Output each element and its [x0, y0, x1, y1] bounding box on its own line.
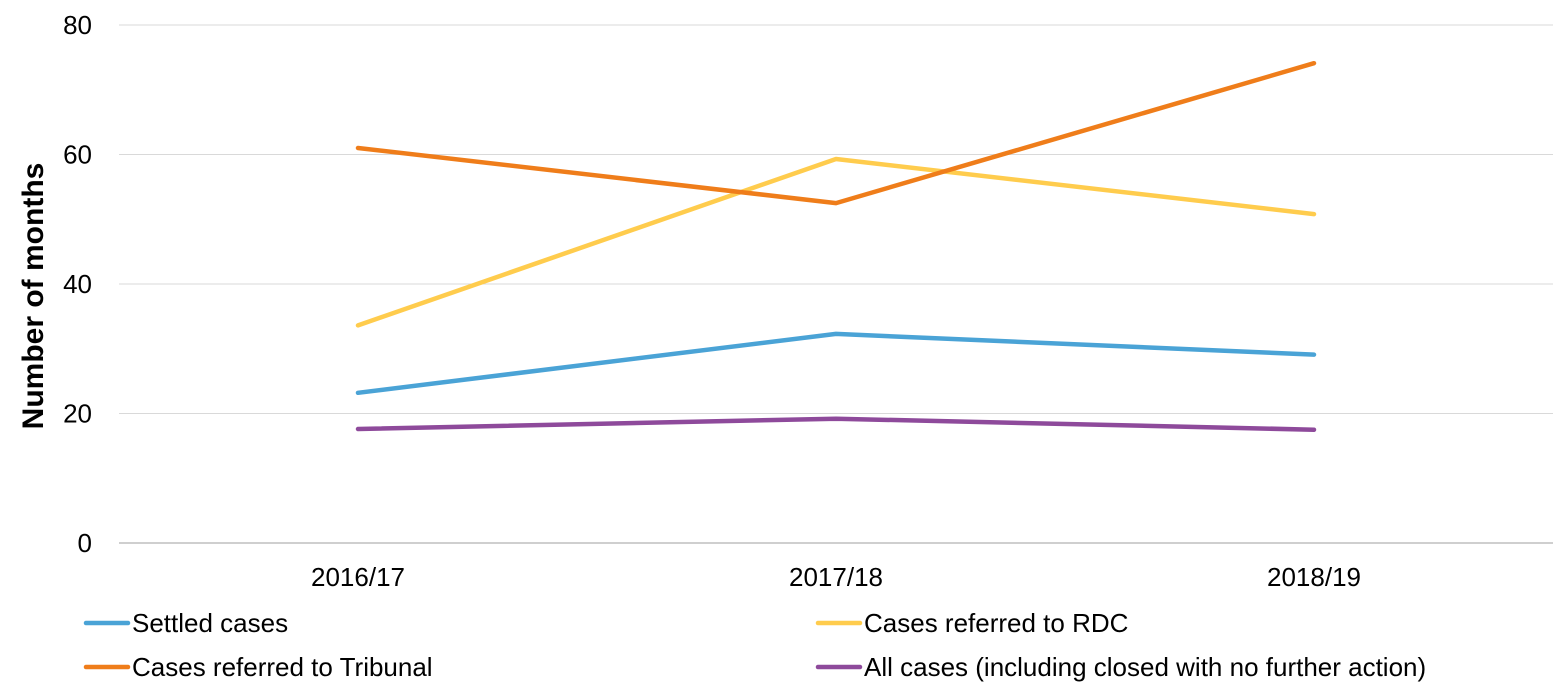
y-tick-label: 40	[63, 269, 92, 299]
y-tick-label: 20	[63, 399, 92, 429]
y-tick-label: 60	[63, 140, 92, 170]
legend-label: All cases (including closed with no furt…	[864, 652, 1426, 682]
series-lines	[355, 60, 1317, 432]
series-line	[355, 156, 1317, 328]
legend-label: Settled cases	[132, 608, 288, 638]
x-axis-ticks: 2016/17 2017/18 2018/19	[311, 562, 1361, 592]
x-tick-label: 2017/18	[789, 562, 883, 592]
series-line	[355, 416, 1317, 432]
y-axis-ticks: 0 20 40 60 80	[63, 10, 92, 558]
x-tick-label: 2016/17	[311, 562, 405, 592]
series-line	[355, 60, 1317, 206]
y-tick-label: 80	[63, 10, 92, 40]
legend-label: Cases referred to RDC	[864, 608, 1128, 638]
x-tick-label: 2018/19	[1267, 562, 1361, 592]
series-line	[355, 331, 1317, 396]
gridlines	[119, 24, 1553, 544]
legend-label: Cases referred to Tribunal	[132, 652, 433, 682]
y-tick-label: 0	[78, 528, 92, 558]
y-axis-label: Number of months	[17, 163, 50, 430]
legend: Settled cases Cases referred to RDC Cases …	[83, 608, 1426, 682]
